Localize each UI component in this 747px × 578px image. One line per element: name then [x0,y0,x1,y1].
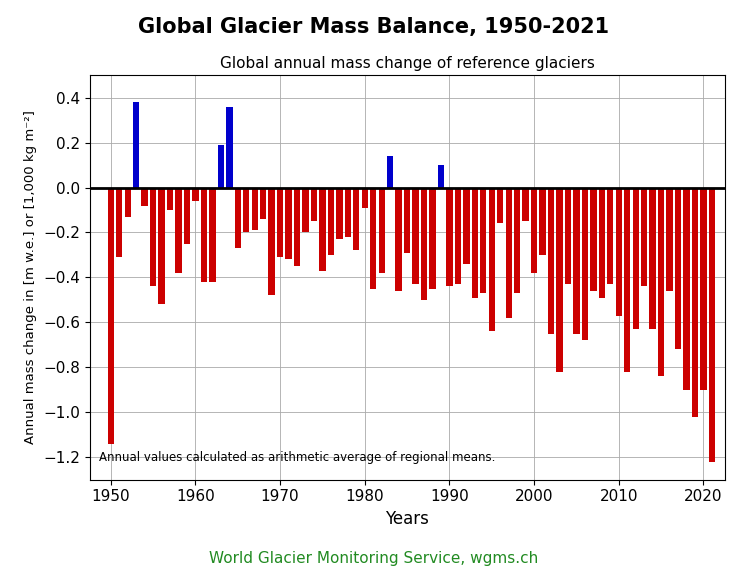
Bar [412,187,419,284]
Bar [582,187,588,340]
Bar [387,156,394,187]
Bar [243,187,249,232]
Bar [336,187,343,239]
Bar [489,187,495,331]
Bar [260,187,267,219]
Bar [430,187,436,288]
Bar [141,187,148,206]
Bar [497,187,503,224]
Text: Annual values calculated as arithmetic average of regional means.: Annual values calculated as arithmetic a… [99,451,495,464]
Bar [201,187,207,282]
Bar [658,187,664,376]
Bar [709,187,715,462]
Text: World Glacier Monitoring Service, wgms.ch: World Glacier Monitoring Service, wgms.c… [209,551,538,566]
Bar [557,187,562,372]
Bar [311,187,317,221]
Bar [252,187,258,230]
Bar [480,187,486,293]
Bar [344,187,351,237]
Bar [217,145,224,187]
Bar [607,187,613,284]
Y-axis label: Annual mass change in [m w.e.] or [1,000 kg m⁻²]: Annual mass change in [m w.e.] or [1,000… [25,110,37,444]
Bar [446,187,453,287]
Bar [624,187,630,372]
Bar [700,187,707,390]
Bar [531,187,537,273]
Bar [675,187,681,349]
Bar [353,187,359,250]
Bar [303,187,309,232]
Bar [328,187,334,255]
Bar [370,187,376,288]
Bar [438,165,444,187]
Bar [150,187,156,287]
Bar [684,187,689,390]
Bar [192,187,199,201]
Bar [167,187,173,210]
Bar [590,187,597,291]
Bar [184,187,190,244]
Bar [235,187,241,248]
Bar [573,187,580,334]
Bar [455,187,461,284]
Bar [362,187,368,208]
Bar [616,187,622,316]
Bar [404,187,410,253]
Bar [209,187,216,282]
Bar [226,106,232,187]
Bar [158,187,165,305]
Bar [133,102,140,187]
Bar [108,187,114,444]
Bar [116,187,123,257]
Bar [649,187,656,329]
Bar [176,187,182,273]
Bar [692,187,698,417]
Text: Global Glacier Mass Balance, 1950-2021: Global Glacier Mass Balance, 1950-2021 [138,17,609,38]
Bar [277,187,283,257]
Bar [598,187,605,298]
Bar [506,187,512,318]
Bar [666,187,673,291]
Bar [522,187,529,221]
Bar [633,187,639,329]
Bar [641,187,648,287]
Bar [548,187,554,334]
Bar [285,187,292,260]
Bar [294,187,300,266]
Bar [319,187,326,271]
Bar [539,187,546,255]
Title: Global annual mass change of reference glaciers: Global annual mass change of reference g… [220,56,595,71]
Bar [395,187,402,291]
Bar [125,187,131,217]
X-axis label: Years: Years [385,510,429,528]
Bar [514,187,521,293]
Bar [421,187,427,300]
Bar [379,187,385,273]
Bar [463,187,470,264]
Bar [565,187,571,284]
Bar [471,187,478,298]
Bar [268,187,275,295]
